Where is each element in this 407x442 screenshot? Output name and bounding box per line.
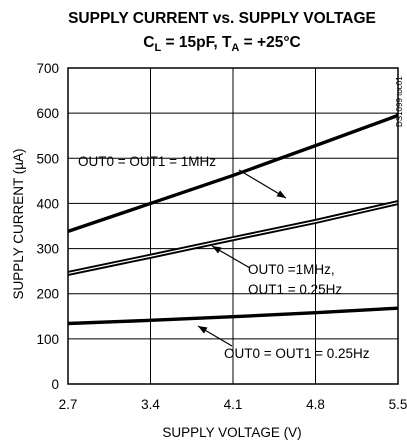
annotation-label: OUT0 = OUT1 = 1MHz xyxy=(78,154,216,169)
annotation-arrowhead xyxy=(212,246,222,254)
x-tick-label: 2.7 xyxy=(59,397,78,412)
annotation-arrowhead xyxy=(198,326,208,334)
plot-frame xyxy=(67,67,399,385)
annotation-label: OUT0 =1MHz, xyxy=(248,262,335,277)
y-tick-labels: 0 100 200 300 400 500 600 700 xyxy=(36,61,59,392)
annotation-label: OUT1 = 0.25Hz xyxy=(248,282,342,297)
x-tick-labels: 2.7 3.4 4.1 4.8 5.5 xyxy=(59,397,407,412)
y-tick-label: 700 xyxy=(36,61,59,76)
annotation-label: OUT0 = OUT1 = 0.25Hz xyxy=(224,346,370,361)
annotations-group: OUT0 = OUT1 = 1MHz OUT0 =1MHz, OUT1 = 0.25… xyxy=(78,154,370,361)
y-tick-label: 200 xyxy=(36,287,59,302)
chart-title: SUPPLY CURRENT vs. SUPPLY VOLTAGE xyxy=(68,10,376,27)
y-tick-label: 100 xyxy=(36,332,59,347)
y-tick-label: 500 xyxy=(36,151,59,166)
y-tick-label: 0 xyxy=(51,377,59,392)
x-axis-label: SUPPLY VOLTAGE (V) xyxy=(162,425,301,440)
annotation-arrowhead xyxy=(276,190,286,198)
x-tick-label: 4.1 xyxy=(224,397,243,412)
chart-subtitle: CL = 15pF, TA = +25°C xyxy=(143,34,300,54)
series-line-1 xyxy=(67,113,399,234)
y-tick-label: 400 xyxy=(36,196,59,211)
series-line-2-inner xyxy=(67,201,399,274)
y-axis-label: SUPPLY CURRENT (µA) xyxy=(11,148,26,299)
figure-code: DS1099 toc01 xyxy=(395,76,404,127)
annotation-arrow xyxy=(238,169,287,199)
y-tick-label: 300 xyxy=(36,242,59,257)
series-line-3 xyxy=(67,306,399,326)
plot-grid xyxy=(68,68,398,384)
x-tick-label: 3.4 xyxy=(141,397,160,412)
x-tick-label: 5.5 xyxy=(389,397,407,412)
y-tick-label: 600 xyxy=(36,106,59,121)
x-tick-label: 4.8 xyxy=(306,397,325,412)
series-group xyxy=(67,113,399,326)
